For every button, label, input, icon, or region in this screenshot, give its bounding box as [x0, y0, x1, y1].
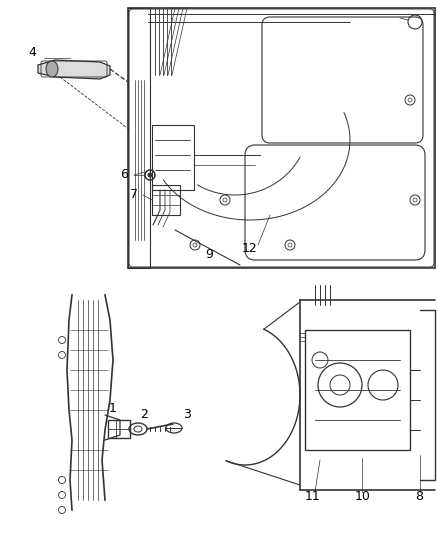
Bar — [128, 8, 150, 268]
Text: 3: 3 — [183, 408, 191, 422]
Bar — [152, 125, 194, 190]
Text: 8: 8 — [415, 490, 423, 504]
Text: 4: 4 — [28, 45, 36, 59]
Text: 1: 1 — [109, 401, 117, 415]
Text: 12: 12 — [242, 241, 258, 254]
Text: 11: 11 — [305, 490, 321, 504]
Bar — [305, 330, 410, 450]
Text: 2: 2 — [140, 408, 148, 422]
Bar — [108, 420, 130, 438]
Text: 9: 9 — [205, 248, 213, 262]
Polygon shape — [38, 60, 110, 79]
Bar — [152, 185, 180, 215]
Text: 6: 6 — [120, 168, 128, 182]
Text: 7: 7 — [130, 189, 138, 201]
Ellipse shape — [46, 61, 58, 77]
Ellipse shape — [148, 173, 152, 177]
Text: 10: 10 — [355, 490, 371, 504]
